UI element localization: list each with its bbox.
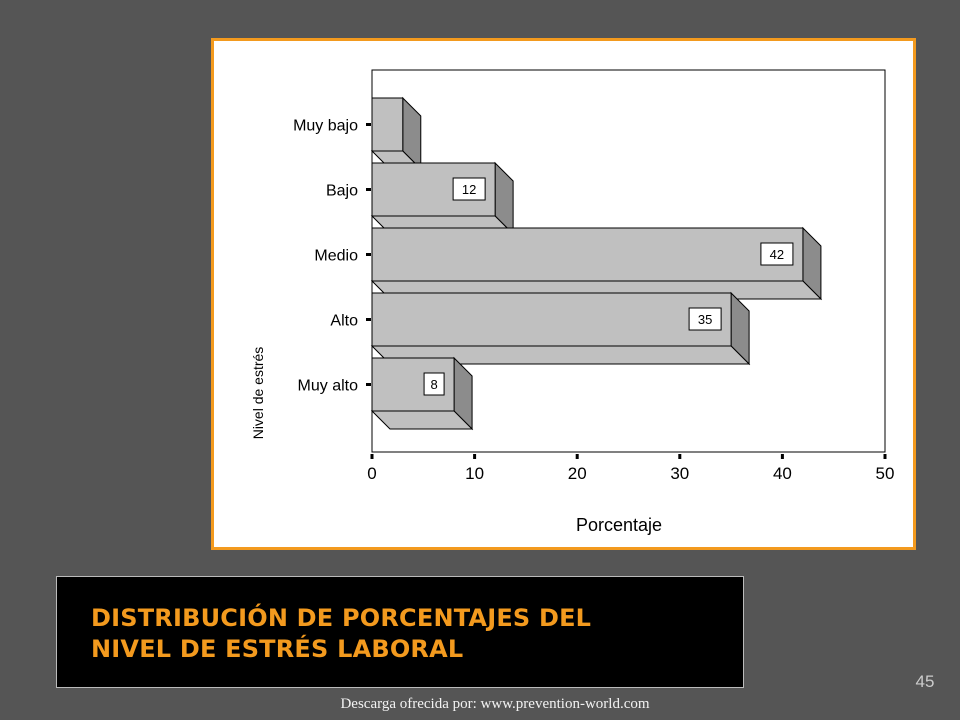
data-label-box bbox=[688, 307, 722, 331]
bar-medio: 42 bbox=[370, 226, 823, 301]
y-tick-label: Muy alto bbox=[298, 378, 359, 395]
x-tick-label: 0 bbox=[367, 464, 376, 483]
y-tick-mark bbox=[366, 253, 371, 256]
x-axis-label: Porcentaje bbox=[576, 515, 662, 535]
bar-muy-alto: 8 bbox=[370, 356, 474, 431]
x-tick-label: 10 bbox=[465, 464, 484, 483]
y-tick-mark bbox=[366, 123, 371, 126]
x-tick-label: 40 bbox=[773, 464, 792, 483]
chart-frame: 12 42 35 8 Muy bajo Bajo Medio Alto Muy alto 0 1… bbox=[211, 38, 916, 550]
bar-alto: 35 bbox=[370, 291, 751, 366]
x-tick-mark bbox=[575, 454, 579, 459]
bar-bottom-face bbox=[370, 410, 474, 430]
x-tick-mark bbox=[678, 454, 682, 459]
bar-chart: 12 42 35 8 Muy bajo Bajo Medio Alto Muy alto 0 1… bbox=[250, 69, 895, 535]
y-tick-label: Medio bbox=[314, 248, 358, 265]
data-label: 8 bbox=[430, 377, 437, 392]
data-label-box bbox=[760, 242, 794, 266]
bar-front-face bbox=[371, 97, 404, 152]
x-tick-mark bbox=[780, 454, 784, 459]
y-tick-mark bbox=[366, 383, 371, 386]
bar-front-face bbox=[371, 227, 804, 282]
data-label: 35 bbox=[698, 312, 712, 327]
y-axis-label: Nivel de estrés bbox=[250, 347, 266, 440]
data-label-box bbox=[452, 177, 486, 201]
slide-caption: DISTRIBUCIÓN DE PORCENTAJES DEL NIVEL DE… bbox=[91, 604, 592, 663]
page-number: 45 bbox=[915, 672, 935, 691]
data-label: 12 bbox=[462, 182, 476, 197]
caption-box: DISTRIBUCIÓN DE PORCENTAJES DEL NIVEL DE… bbox=[56, 576, 744, 688]
y-tick-label: Muy bajo bbox=[293, 118, 358, 135]
bar-bajo: 12 bbox=[370, 161, 515, 236]
y-tick-label: Bajo bbox=[326, 183, 358, 200]
data-label: 42 bbox=[770, 247, 784, 262]
x-tick-label: 30 bbox=[670, 464, 689, 483]
x-tick-label: 50 bbox=[876, 464, 895, 483]
x-tick-mark bbox=[370, 454, 374, 459]
y-tick-mark bbox=[366, 318, 371, 321]
x-tick-mark bbox=[473, 454, 477, 459]
data-label-box bbox=[423, 372, 445, 396]
y-tick-label: Alto bbox=[330, 313, 358, 330]
footer-download-credit: Descarga ofrecida por: www.prevention-wo… bbox=[340, 696, 650, 712]
bar-muy-bajo bbox=[370, 96, 422, 171]
x-tick-label: 20 bbox=[568, 464, 587, 483]
bar-front-face bbox=[371, 292, 732, 347]
x-tick-mark bbox=[883, 454, 887, 459]
y-tick-mark bbox=[366, 188, 371, 191]
